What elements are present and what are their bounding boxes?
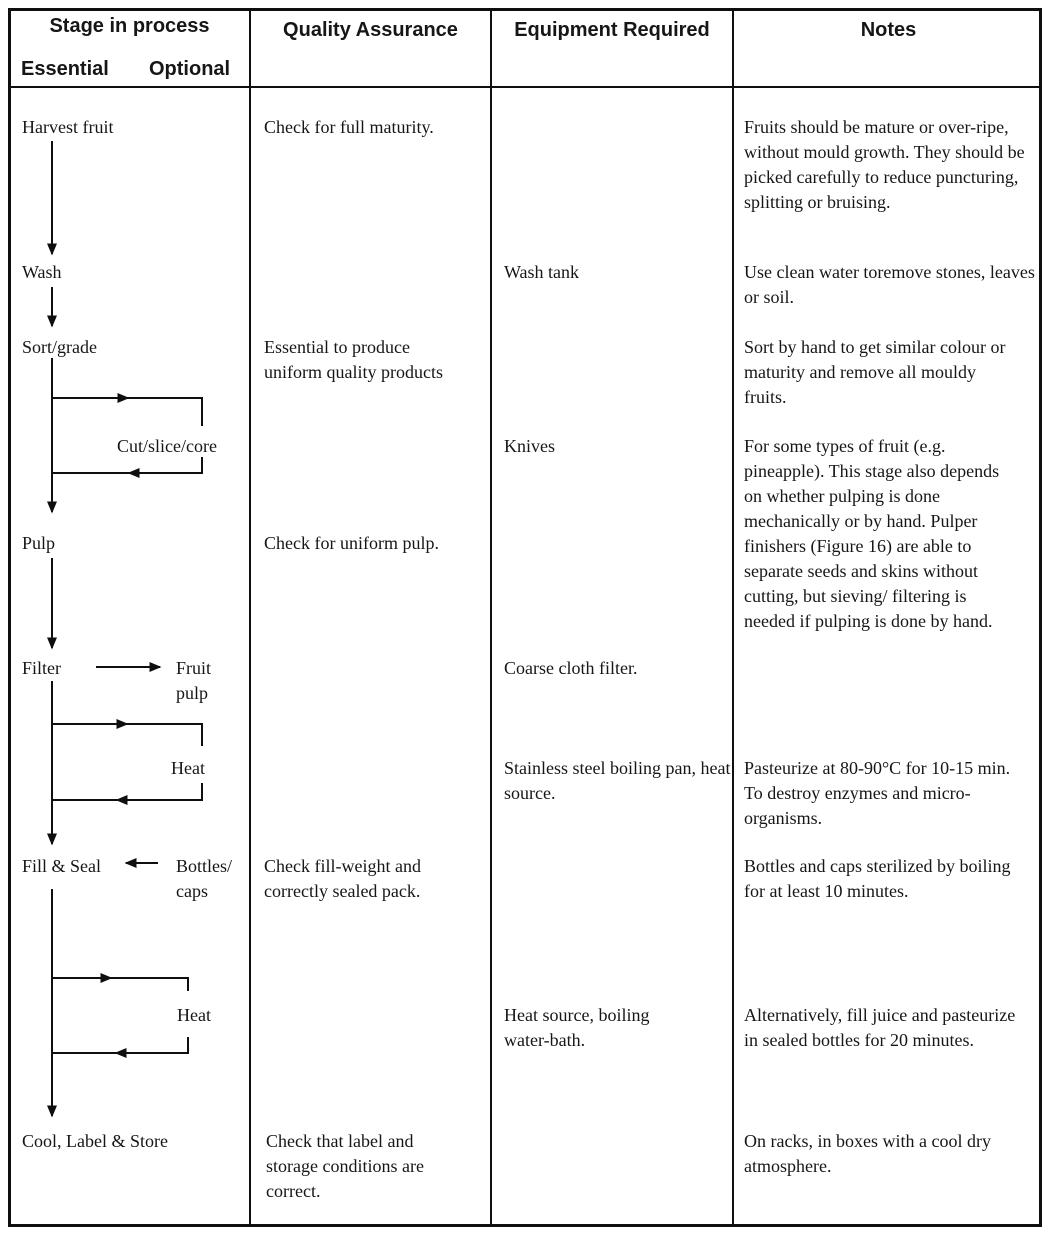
stage-sort-grade: Sort/grade (22, 337, 97, 357)
equipment-heat-pasteurize: Stainless steel boiling pan, heat source… (504, 758, 731, 803)
note-sort-grade: Sort by hand to get similar colour or ma… (744, 337, 1006, 407)
stage-harvest-fruit: Harvest fruit (22, 117, 114, 137)
input-bottles-caps: Bottles/ caps (176, 856, 233, 901)
equipment-filter: Coarse cloth filter. (504, 658, 638, 678)
stage-heat-pasteurize: Heat (171, 758, 205, 778)
notes-header: Notes (860, 19, 917, 41)
quality-assurance-header: Quality Assurance (283, 19, 458, 41)
essential-subheader: Essential (21, 58, 109, 80)
qa-harvest: Check for full maturity. (264, 117, 434, 137)
qa-pulp: Check for uniform pulp. (264, 533, 439, 553)
note-heat-pasteurize: Pasteurize at 80-90°C for 10-15 min. To … (744, 758, 1011, 828)
stage-fill-seal: Fill & Seal (22, 856, 102, 876)
note-fill-seal: Bottles and caps sterilized by boiling f… (744, 856, 1011, 901)
note-harvest: Fruits should be mature or over-ripe, wi… (744, 117, 1025, 212)
qa-cool-label-store: Check that label and storage conditions … (266, 1131, 424, 1201)
qa-sort-grade: Essential to produce uniform quality pro… (264, 337, 443, 382)
note-wash: Use clean water toremove stones, leaves … (744, 262, 1035, 307)
optional-subheader: Optional (149, 58, 231, 80)
column-divider-stage-qa (249, 8, 251, 1227)
output-fruit-pulp: Fruit pulp (176, 658, 212, 703)
qa-fill-seal: Check fill-weight and correctly sealed p… (264, 856, 421, 901)
equipment-cut-slice-core: Knives (504, 436, 555, 456)
equipment-required-header: Equipment Required (514, 19, 710, 41)
stage-heat-waterbath: Heat (177, 1005, 211, 1025)
note-cool-label-store: On racks, in boxes with a cool dry atmos… (744, 1131, 991, 1176)
note-cut-slice-core: For some types of fruit (e.g. pineapple)… (744, 436, 1000, 631)
column-divider-equipment-notes (732, 8, 734, 1227)
table-outer-border (8, 8, 1042, 1227)
stage-pulp: Pulp (22, 533, 56, 553)
stage-wash: Wash (22, 262, 62, 282)
stage-filter: Filter (22, 658, 61, 678)
column-divider-qa-equipment (490, 8, 492, 1227)
stage-cut-slice-core: Cut/slice/core (117, 436, 217, 456)
equipment-wash: Wash tank (504, 262, 580, 282)
header-row-divider (8, 86, 1042, 88)
stage-in-process-header: Stage in process (49, 15, 210, 37)
equipment-heat-waterbath: Heat source, boiling water-bath. (504, 1005, 650, 1050)
stage-cool-label-store: Cool, Label & Store (22, 1131, 168, 1151)
note-heat-waterbath: Alternatively, fill juice and pasteurize… (744, 1005, 1016, 1050)
